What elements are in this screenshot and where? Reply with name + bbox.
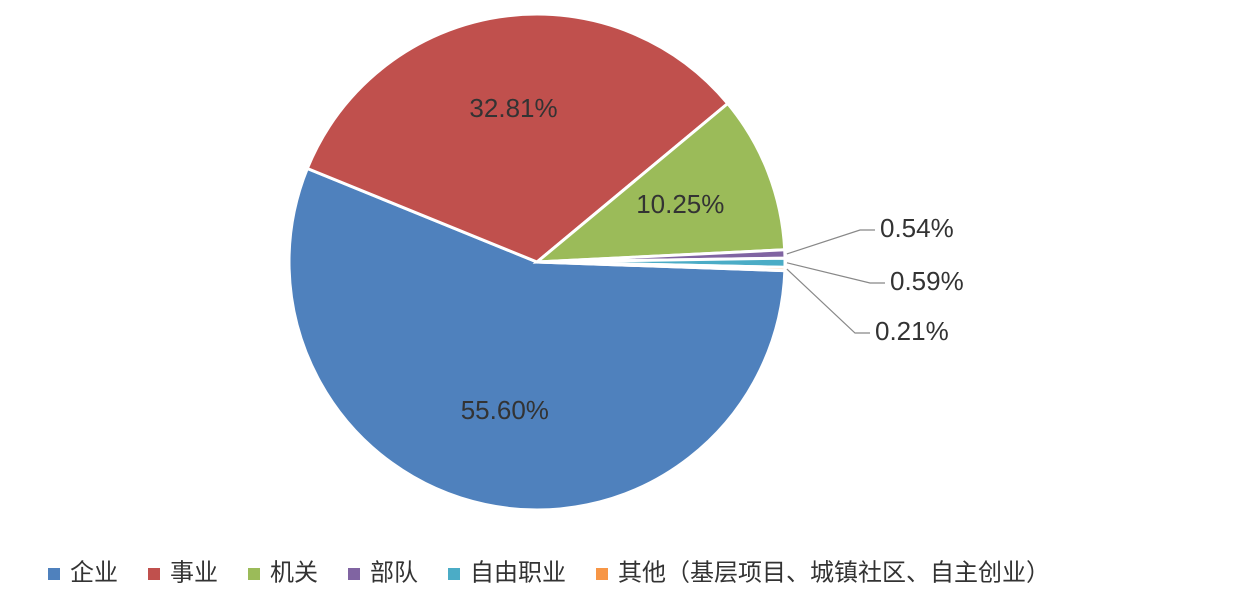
pie: 55.60% 32.81% 10.25% 0.54% 0.59% 0.21% [287, 12, 964, 512]
data-label: 0.21% [875, 316, 949, 346]
legend-label: 其他（基层项目、城镇社区、自主创业） [618, 559, 1050, 586]
data-label: 32.81% [469, 93, 557, 123]
legend-label: 部队 [370, 559, 418, 586]
legend-label: 企业 [70, 559, 118, 586]
legend-swatch [248, 568, 260, 580]
data-label: 0.54% [880, 213, 954, 243]
pie-slice [532, 101, 787, 264]
pie-slice [536, 260, 787, 273]
leader-line [786, 229, 875, 255]
legend-swatch [596, 568, 608, 580]
legend-swatch [148, 568, 160, 580]
legend-swatch [48, 568, 60, 580]
data-label: 10.25% [636, 189, 724, 219]
legend-label: 机关 [270, 559, 318, 586]
pie-slice [305, 12, 730, 264]
leader-line [786, 262, 885, 284]
legend-swatch [348, 568, 360, 580]
data-label: 0.59% [890, 266, 964, 296]
legend: 企业 事业 机关 部队 自由职业 其他（基层项目、城镇社区、自主创业） [48, 559, 1050, 586]
pie-slice [287, 166, 787, 512]
data-label: 55.60% [461, 395, 549, 425]
legend-label: 事业 [170, 559, 218, 586]
legend-label: 自由职业 [470, 559, 566, 586]
legend-swatch [448, 568, 460, 580]
leader-line [786, 268, 870, 334]
